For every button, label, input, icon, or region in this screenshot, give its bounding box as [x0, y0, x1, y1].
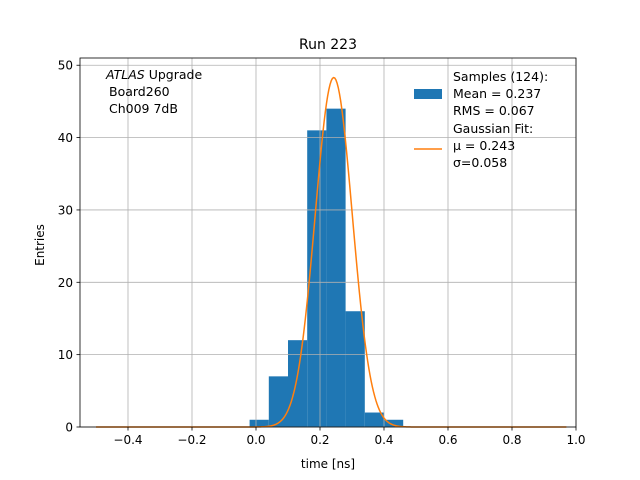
plot-area: −0.4 −0.2 0.0 0.2 0.4 0.6 0.8 1.0 0 10 20 30 40 50 ATL… [58, 57, 586, 447]
y-axis-label: Entries [33, 224, 47, 266]
legend: Samples (124): Mean = 0.237 RMS = 0.067 G… [414, 69, 548, 170]
legend-histogram-text: RMS = 0.067 [453, 103, 535, 118]
x-tick-label: 0.8 [502, 433, 521, 447]
axes-frame [79, 57, 577, 428]
legend-fit-text: Gaussian Fit: [453, 121, 533, 136]
x-tick-label: 1.0 [566, 433, 585, 447]
histogram-bar [326, 108, 346, 427]
histogram-bar [345, 311, 365, 427]
x-tick-label: 0.0 [246, 433, 265, 447]
legend-histogram-text: Mean = 0.237 [453, 86, 541, 101]
histogram-bar [288, 340, 308, 427]
histogram-bar [268, 376, 288, 427]
histogram-bar [364, 412, 384, 427]
legend-histogram-text: Samples (124): [453, 69, 548, 84]
annotation-line-1: ATLAS Upgrade [105, 67, 202, 82]
legend-fit-text: σ=0.058 [453, 155, 507, 170]
histogram-bar [249, 419, 269, 427]
annotation-line-2: Board260 [109, 84, 170, 99]
y-tick-label: 30 [58, 203, 73, 217]
x-tick-label: 0.4 [374, 433, 393, 447]
y-tick-label: 0 [65, 421, 73, 435]
x-tick-label: 0.2 [310, 433, 329, 447]
annotation-line-3: Ch009 7dB [109, 101, 178, 116]
x-tick-label: −0.4 [113, 433, 142, 447]
x-tick-label: −0.2 [177, 433, 206, 447]
histogram-bar [384, 419, 404, 427]
x-tick-label: 0.6 [438, 433, 457, 447]
x-axis-label: time [ns] [301, 457, 355, 471]
y-tick-label: 10 [58, 348, 73, 362]
legend-histogram-swatch [414, 89, 442, 99]
legend-fit-text: μ = 0.243 [453, 138, 515, 153]
y-tick-label: 50 [58, 59, 73, 73]
annotation-atlas: ATLAS [105, 67, 145, 82]
y-tick-label: 20 [58, 276, 73, 290]
y-tick-label: 40 [58, 131, 73, 145]
histogram-bar [307, 130, 327, 427]
chart-title: Run 223 [299, 37, 357, 53]
annotation-upgrade: Upgrade [145, 67, 203, 82]
